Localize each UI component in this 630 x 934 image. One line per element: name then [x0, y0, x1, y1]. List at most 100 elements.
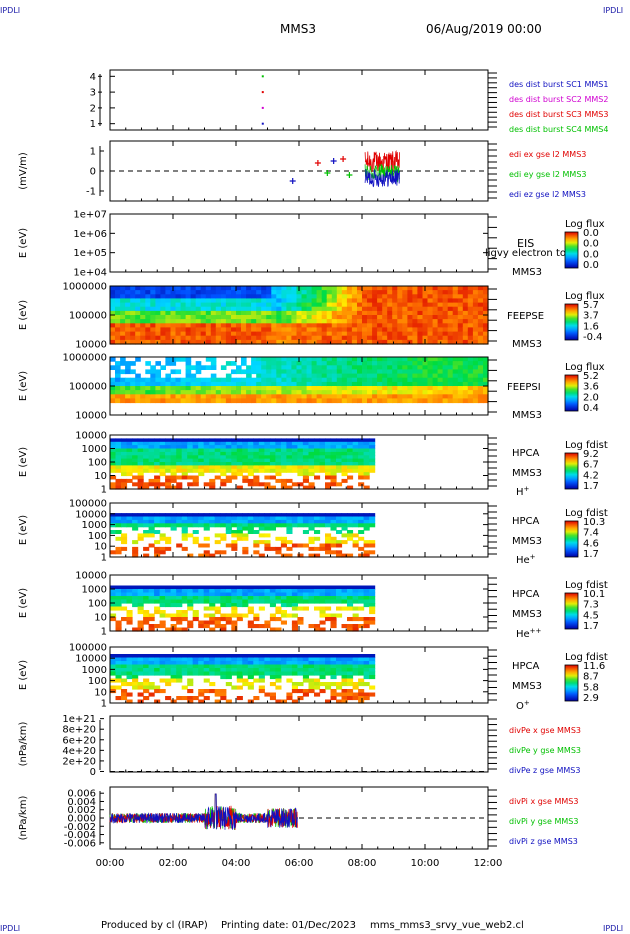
panel-8-pixel: [110, 599, 117, 604]
panel-5-pixel: [155, 361, 161, 366]
panel-6-pixel: [236, 448, 243, 453]
panel-6-pixel: [302, 458, 309, 463]
panel-8-pixel: [325, 589, 332, 594]
panel-7-pixel: [154, 523, 161, 528]
panel-5-pixel: [442, 361, 449, 366]
panel-7-pixel: [369, 540, 376, 545]
panel-8-pixel: [220, 585, 227, 590]
panel-6-pixel: [137, 482, 144, 487]
panel-4-pixel: [357, 335, 363, 341]
panel-9-pixel: [275, 685, 282, 690]
panel-6-pixel: [319, 445, 326, 450]
panel-8-pixel: [330, 599, 337, 604]
panel-4-pixel: [170, 302, 177, 308]
panel-4-pixel: [220, 302, 227, 308]
panel-4-pixel: [160, 306, 166, 312]
panel-9-pixel: [181, 668, 188, 673]
panel-8-pixel: [347, 592, 354, 597]
panel-4-pixel: [377, 335, 383, 341]
panel-4-pixel: [291, 302, 297, 308]
panel-4-pixel: [306, 290, 313, 295]
panel-9-pixel: [275, 654, 282, 659]
panel-7-pixel: [341, 553, 348, 558]
panel-8-pixel: [220, 627, 227, 632]
panel-5-pixel: [281, 377, 287, 383]
panel-7-pixel: [176, 519, 183, 524]
panel-8-pixel: [236, 599, 243, 604]
panel-9-pixel: [280, 668, 287, 673]
panel-5-pixel: [301, 357, 308, 362]
panel-8-pixel: [192, 589, 199, 594]
panel-4-pixel: [397, 306, 403, 312]
panel-8-species-charge: ++: [530, 627, 542, 635]
panel-9-pixel: [369, 664, 376, 669]
panel-5-pixel: [336, 373, 343, 379]
panel-5-pixel: [477, 365, 484, 370]
panel-7-pixel: [181, 526, 188, 531]
panel-6-pixel: [165, 451, 172, 456]
panel-4-pixel: [382, 327, 388, 333]
panel-3-ytick-label: 1e+07: [73, 210, 107, 221]
panel-8-pixel: [247, 606, 254, 611]
panel-4-pixel: [145, 310, 151, 316]
panel-5-pixel: [175, 398, 182, 404]
panel-4-pixel: [220, 327, 227, 333]
panel-9-pixel: [297, 689, 304, 694]
panel-5-pixel: [311, 369, 318, 375]
panel-4-pixel: [442, 298, 449, 304]
panel-4-pixel: [115, 331, 121, 337]
panel-5-pixel: [457, 357, 464, 362]
panel-4-pixel: [372, 310, 378, 316]
panel-9-ytick-label: 1: [101, 699, 107, 710]
panel-6-pixel: [231, 475, 238, 480]
panel-6-colorbar: [564, 452, 579, 490]
panel-7-pixel: [165, 513, 172, 518]
panel-6-pixel: [187, 462, 194, 466]
panel-5-pixel: [130, 377, 136, 383]
panel-5-pixel: [110, 386, 116, 391]
panel-4-pixel: [180, 298, 187, 304]
panel-4-pixel: [472, 339, 479, 345]
panel-6-pixel: [148, 468, 155, 473]
panel-4-pixel: [251, 319, 257, 324]
panel-5-pixel: [316, 390, 323, 395]
panel-8-pixel: [275, 592, 282, 597]
panel-4-pixel: [467, 319, 474, 324]
panel-6-pixel: [176, 441, 183, 446]
panel-4-pixel: [180, 306, 187, 312]
panel-9-ytick-label: 1000: [82, 665, 107, 676]
panel-4-pixel: [351, 331, 358, 337]
panel-6-pixel: [242, 451, 249, 456]
panel-9-pixel: [165, 664, 172, 669]
panel-6-pixel: [209, 438, 216, 443]
panel-7-pixel: [325, 519, 332, 524]
panel-4-pixel: [402, 302, 408, 308]
panel-4-pixel: [402, 323, 408, 328]
panel-6-pixel: [181, 472, 188, 477]
panel-5-pixel: [412, 377, 418, 383]
panel-6-pixel: [231, 448, 238, 453]
panel-4-pixel: [145, 302, 151, 308]
panel-8-pixel: [358, 606, 365, 611]
panel-4-pixel: [407, 290, 413, 295]
panel-6-pixel: [110, 438, 117, 443]
panel-7-pixel: [170, 519, 177, 524]
panel-6-pixel: [258, 482, 265, 487]
panel-9-pixel: [181, 685, 188, 690]
panel-4-pixel: [351, 323, 358, 328]
panel-6-pixel: [115, 445, 122, 450]
panel-4-pixel: [120, 339, 126, 345]
panel-4-pixel: [165, 339, 171, 345]
panel-4-pixel: [125, 302, 131, 308]
panel-9-pixel: [143, 689, 150, 694]
panel-9-pixel: [286, 657, 293, 662]
panel-9-pixel: [275, 699, 282, 704]
panel-4-pixel: [175, 306, 182, 312]
panel-9-pixel: [143, 661, 150, 666]
panel-4-pixel: [130, 319, 136, 324]
panel-5-pixel: [160, 381, 166, 387]
panel-5-pixel: [150, 394, 156, 399]
panel-5-pixel: [397, 365, 403, 370]
panel-6-pixel: [308, 445, 315, 450]
panel-4-pixel: [422, 315, 429, 320]
